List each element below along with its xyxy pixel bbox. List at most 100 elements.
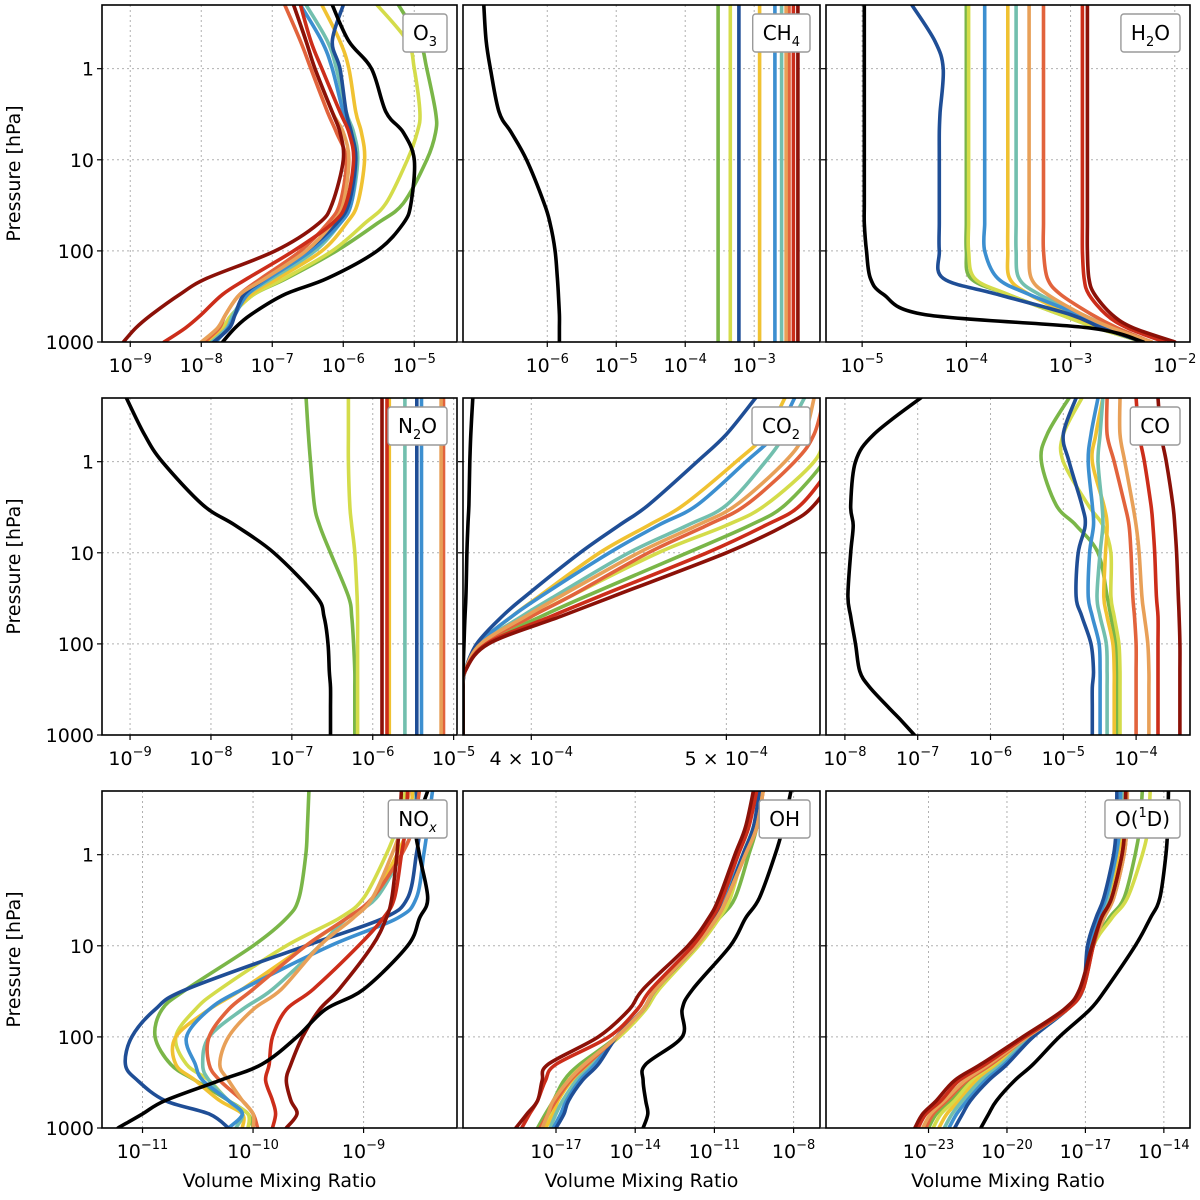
x-tick-label: 10−8 <box>772 1138 815 1163</box>
series-line-10 <box>121 5 346 342</box>
series-line-1 <box>1061 398 1096 735</box>
panel-frame <box>825 397 1191 736</box>
species-label: OH <box>758 799 811 839</box>
legend-text: CO <box>1140 414 1170 438</box>
series-line-0 <box>862 5 1146 342</box>
x-axis-label: Volume Mixing Ratio <box>183 1170 377 1192</box>
legend-text: O3 <box>413 21 437 50</box>
legend-box <box>1129 406 1181 446</box>
profile-curves <box>862 5 1177 342</box>
x-tick-label: 10−5 <box>840 352 883 377</box>
series-line-8 <box>1027 5 1154 342</box>
series-line-5 <box>966 5 1146 342</box>
x-axis-label: Volume Mixing Ratio <box>545 1170 739 1192</box>
species-label: N2O <box>387 406 448 446</box>
series-line-3 <box>463 398 807 735</box>
panel-o3: 1 10 100 1000 10−9 10−8 10−7 10−6 10−5 O3 Pressure… <box>3 4 458 377</box>
legend-box <box>1104 799 1181 839</box>
panel-h2o: 10−5 10−4 10−3 10−2 H2O <box>821 4 1196 377</box>
species-label: NOx <box>387 799 448 839</box>
series-line-0 <box>124 398 333 735</box>
series-line-10 <box>1085 5 1177 342</box>
legend-text: NOx <box>398 807 437 836</box>
series-line-1 <box>910 5 1146 342</box>
y-tick-label: 1 <box>82 59 94 81</box>
series-line-1 <box>463 398 758 735</box>
series-line-2 <box>1086 398 1102 735</box>
series-line-8 <box>1117 398 1151 735</box>
panel-frame <box>101 4 458 343</box>
gridlines <box>463 398 820 735</box>
series-line-0 <box>846 398 923 735</box>
x-tick-label: 10−6 <box>322 352 365 377</box>
y-axis-label: Pressure [hPa] <box>3 498 25 634</box>
profile-curves <box>121 5 439 342</box>
series-line-6 <box>1039 398 1120 735</box>
panel-frame <box>825 4 1191 343</box>
series-line-8 <box>540 791 765 1128</box>
y-tick-label: 100 <box>58 241 94 263</box>
legend-text: O(1D) <box>1115 806 1170 831</box>
gridlines <box>463 791 820 1128</box>
y-tick-label: 1 <box>82 452 94 474</box>
profile-curves <box>846 398 1182 735</box>
profile-curves <box>124 398 446 735</box>
series-line-2 <box>981 5 1146 342</box>
panel-frame <box>101 397 458 736</box>
y-tick-label: 10 <box>70 543 94 565</box>
series-line-0 <box>979 791 1171 1128</box>
gridlines <box>102 5 457 342</box>
panel-nox: 1 10 100 1000 10−11 10−10 10−9 NOx Pressure [hPa… <box>3 790 458 1192</box>
legend-text: H2O <box>1131 21 1170 50</box>
x-tick-label: 10−14 <box>609 1138 661 1163</box>
series-line-2 <box>463 398 797 735</box>
x-tick-label: 5 × 10−4 <box>685 745 768 770</box>
x-tick-label: 10−4 <box>1114 745 1157 770</box>
series-line-5 <box>346 398 360 735</box>
panel-ch4: 10−6 10−5 10−4 10−3 CH4 <box>458 4 821 377</box>
y-tick-label: 10 <box>70 936 94 958</box>
panel-o1d: 10−23 10−20 10−17 10−14 O(1D) Volume Mixing R… <box>821 790 1191 1192</box>
x-tick-label: 10−9 <box>342 1138 385 1163</box>
series-line-0 <box>220 5 417 342</box>
series-line-10 <box>514 791 756 1128</box>
y-tick-label: 10 <box>70 150 94 172</box>
series-line-1 <box>212 5 358 342</box>
series-line-3 <box>1095 398 1109 735</box>
x-tick-label: 10−8 <box>180 352 223 377</box>
x-tick-label: 10−8 <box>189 745 232 770</box>
series-line-1 <box>123 791 422 1128</box>
x-axis-label: Volume Mixing Ratio <box>911 1170 1105 1192</box>
profile-curves <box>116 791 435 1128</box>
panel-frame <box>462 790 821 1129</box>
series-line-9 <box>463 478 820 735</box>
x-tick-label: 10−6 <box>351 745 394 770</box>
series-line-6 <box>304 398 357 735</box>
x-tick-label: 10−3 <box>733 352 776 377</box>
series-line-9 <box>263 791 410 1128</box>
series-line-10 <box>1156 398 1182 735</box>
series-line-8 <box>920 791 1130 1128</box>
y-tick-label: 1 <box>82 845 94 867</box>
x-tick-label: 10−17 <box>530 1138 582 1163</box>
panel-frame <box>462 4 821 343</box>
legend-box <box>387 799 448 839</box>
y-tick-label: 1000 <box>46 725 94 747</box>
x-tick-label: 10−4 <box>664 352 707 377</box>
x-tick-label: 10−5 <box>432 745 475 770</box>
species-label: CO <box>1129 406 1181 446</box>
species-label: CO2 <box>751 406 811 446</box>
panel-frame <box>101 790 458 1129</box>
series-line-10 <box>284 791 404 1128</box>
species-label: CH4 <box>752 13 811 53</box>
panel-frame <box>462 397 821 736</box>
profile-curves <box>913 791 1171 1128</box>
legend-text: N2O <box>398 414 437 443</box>
profile-curves <box>514 791 793 1128</box>
x-tick-label: 10−5 <box>595 352 638 377</box>
series-line-7 <box>1104 398 1139 735</box>
panel-co: 10−8 10−7 10−6 10−5 10−4 CO <box>821 397 1191 770</box>
y-axis-label: Pressure [hPa] <box>3 105 25 241</box>
gridlines <box>826 398 1190 735</box>
legend-text: CH4 <box>763 21 800 50</box>
